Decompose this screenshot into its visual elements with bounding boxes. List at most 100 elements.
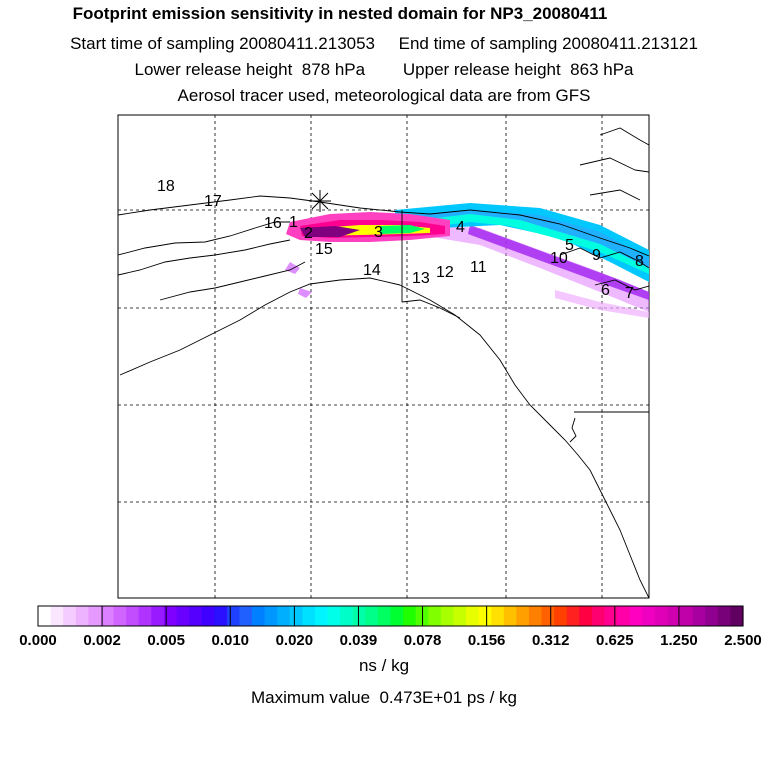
colorbar-swatch xyxy=(113,606,127,626)
colorbar-tick-label: 2.500 xyxy=(724,632,762,649)
colorbar-swatch xyxy=(201,606,215,626)
colorbar-swatch xyxy=(491,606,505,626)
colorbar-swatch xyxy=(428,606,442,626)
colorbar-tick-label: 0.312 xyxy=(532,632,570,649)
colorbar-swatch xyxy=(453,606,467,626)
colorbar-tick-label: 0.625 xyxy=(596,632,634,649)
colorbar-swatch xyxy=(617,606,631,626)
colorbar-tick-label: 0.000 xyxy=(19,632,57,649)
colorbar-swatch xyxy=(466,606,480,626)
colorbar-swatch xyxy=(579,606,593,626)
colorbar-tick-label: 0.010 xyxy=(211,632,249,649)
footprint-plume xyxy=(285,203,649,318)
colorbar-swatches xyxy=(38,606,744,626)
colorbar-swatch xyxy=(302,606,316,626)
colorbar-swatch xyxy=(440,606,455,626)
colorbar-swatch xyxy=(692,606,706,626)
colorbar-major-dividers xyxy=(101,606,680,626)
colorbar-swatch xyxy=(642,606,656,626)
colorbar-tick-label: 0.020 xyxy=(276,632,314,649)
colorbar-swatch xyxy=(314,606,329,626)
colorbar-swatch xyxy=(63,606,77,626)
colorbar-swatch xyxy=(516,606,530,626)
colorbar-swatch xyxy=(730,606,744,626)
colorbar-swatch xyxy=(541,606,555,626)
colorbar-swatch xyxy=(478,606,492,626)
colorbar-swatch xyxy=(138,606,152,626)
colorbar-swatch xyxy=(151,606,165,626)
colorbar-swatch xyxy=(277,606,291,626)
sampling-time-line: Start time of sampling 20080411.213053 E… xyxy=(70,34,698,53)
colorbar-swatch xyxy=(75,606,89,626)
colorbar-swatch xyxy=(252,606,266,626)
colorbar-swatch xyxy=(176,606,190,626)
colorbar-swatch xyxy=(239,606,253,626)
colorbar-swatch xyxy=(403,606,417,626)
point-label: 7 xyxy=(625,285,634,302)
colorbar-tick-label: 0.156 xyxy=(468,632,506,649)
point-label: 12 xyxy=(436,264,454,281)
colorbar-swatch xyxy=(264,606,278,626)
colorbar-swatch xyxy=(680,606,694,626)
colorbar-units: ns / kg xyxy=(358,656,410,675)
release-height-line: Lower release height 878 hPa Upper relea… xyxy=(134,60,634,79)
point-label: 10 xyxy=(550,250,568,267)
colorbar-tick-label: 0.002 xyxy=(83,632,121,649)
colorbar-frame xyxy=(37,605,744,627)
colorbar-swatch xyxy=(604,606,618,626)
colorbar-swatch xyxy=(327,606,341,626)
coastlines xyxy=(118,127,649,598)
colorbar-swatch xyxy=(667,606,681,626)
colorbar-swatch xyxy=(352,606,366,626)
map-frame xyxy=(117,114,650,599)
point-label: 15 xyxy=(315,241,333,258)
point-label: 4 xyxy=(456,219,465,236)
point-label: 1 xyxy=(289,214,298,231)
colorbar-swatch xyxy=(189,606,203,626)
point-labels: 18 17 16 1 2 15 3 4 14 13 12 11 10 5 9 8… xyxy=(157,178,644,302)
point-label: 5 xyxy=(565,237,574,254)
colorbar-tick-label: 0.005 xyxy=(147,632,185,649)
colorbar-swatch xyxy=(214,606,228,626)
point-label: 18 xyxy=(157,178,175,195)
colorbar-swatch xyxy=(126,606,140,626)
point-label: 6 xyxy=(601,282,610,299)
colorbar-tick-label: 0.039 xyxy=(340,632,378,649)
colorbar-swatch xyxy=(566,606,580,626)
colorbar-swatch xyxy=(705,606,719,626)
point-label: 13 xyxy=(412,270,430,287)
colorbar-swatch xyxy=(226,606,241,626)
colorbar-tick-label: 0.078 xyxy=(404,632,442,649)
colorbar-swatch xyxy=(554,606,568,626)
maximum-value: Maximum value 0.473E+01 ps / kg xyxy=(251,688,517,707)
colorbar-swatch xyxy=(38,606,52,626)
tracer-info-line: Aerosol tracer used, meteorological data… xyxy=(177,86,591,105)
colorbar-swatch xyxy=(377,606,392,626)
colorbar-swatch xyxy=(390,606,404,626)
point-label: 9 xyxy=(592,247,601,264)
colorbar-swatch xyxy=(528,606,543,626)
colorbar-tick-labels: 0.000 0.002 0.005 0.010 0.020 0.039 0.078 0.156… xyxy=(19,632,762,649)
colorbar-swatch xyxy=(163,606,178,626)
colorbar-swatch xyxy=(365,606,379,626)
colorbar-swatch xyxy=(50,606,64,626)
colorbar-swatch xyxy=(717,606,732,626)
colorbar-swatch xyxy=(340,606,354,626)
colorbar-swatch xyxy=(591,606,606,626)
point-label: 17 xyxy=(204,193,222,210)
colorbar-tick-label: 1.250 xyxy=(660,632,698,649)
point-label: 16 xyxy=(264,215,282,232)
colorbar-swatch xyxy=(289,606,303,626)
colorbar-swatch xyxy=(503,606,517,626)
point-label: 2 xyxy=(304,225,313,242)
colorbar-swatch xyxy=(100,606,115,626)
point-label: 11 xyxy=(470,259,487,276)
colorbar-swatch xyxy=(654,606,669,626)
point-label: 8 xyxy=(635,253,644,270)
colorbar-swatch xyxy=(88,606,102,626)
point-label: 14 xyxy=(363,262,381,279)
colorbar-swatch xyxy=(629,606,643,626)
point-label: 3 xyxy=(374,224,383,241)
